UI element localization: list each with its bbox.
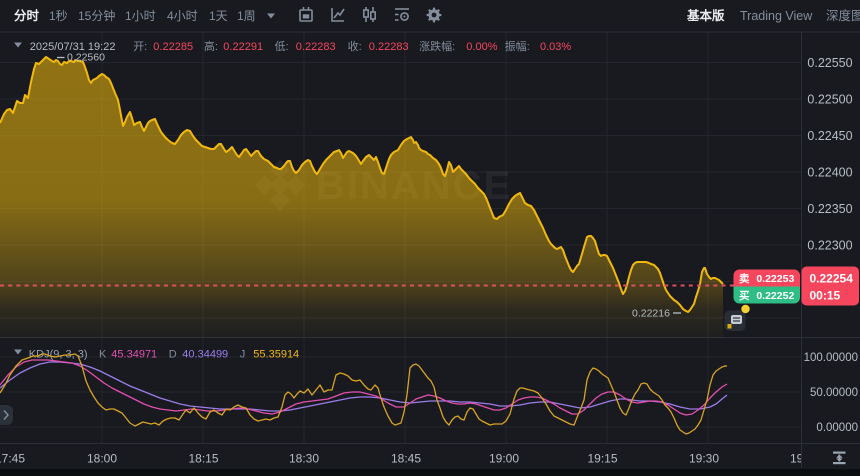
svg-text:18:15: 18:15 [188, 452, 218, 466]
svg-text:0.22550: 0.22550 [807, 56, 852, 70]
svg-text:K: K [99, 349, 107, 361]
svg-text:100.00000: 100.00000 [804, 352, 858, 364]
svg-text:J: J [240, 349, 246, 361]
svg-text:收:: 收: [348, 39, 362, 53]
svg-text:19:00: 19:00 [489, 452, 519, 466]
svg-text:KDJ(9, 3, 3): KDJ(9, 3, 3) [29, 349, 88, 361]
svg-text:1秒: 1秒 [49, 9, 68, 23]
svg-text:40.34499: 40.34499 [182, 349, 228, 361]
svg-text:1小时: 1小时 [125, 9, 156, 23]
svg-text:0.22400: 0.22400 [807, 166, 852, 180]
svg-text:4小时: 4小时 [167, 9, 198, 23]
svg-text:0.22300: 0.22300 [807, 239, 852, 253]
svg-text:0.22253: 0.22253 [756, 273, 794, 285]
svg-text:0.22350: 0.22350 [807, 202, 852, 216]
svg-text:D: D [169, 349, 177, 361]
svg-text:0.03%: 0.03% [540, 41, 571, 53]
svg-text:振幅:: 振幅: [505, 39, 530, 53]
svg-text:0.22252: 0.22252 [756, 290, 794, 302]
svg-text:55.35914: 55.35914 [253, 349, 299, 361]
svg-text:0.22285: 0.22285 [153, 41, 193, 53]
svg-text:15分钟: 15分钟 [78, 8, 115, 23]
svg-text:18:30: 18:30 [289, 452, 319, 466]
svg-text:19:15: 19:15 [587, 452, 617, 466]
svg-text:0.00%: 0.00% [466, 41, 497, 53]
svg-text:18:00: 18:00 [87, 452, 117, 466]
svg-text:基本版: 基本版 [686, 8, 725, 23]
svg-text:Trading View: Trading View [740, 9, 813, 23]
svg-text:19:30: 19:30 [689, 452, 719, 466]
svg-text:18:45: 18:45 [391, 452, 421, 466]
svg-text:涨跌幅:: 涨跌幅: [419, 39, 455, 53]
svg-text:0.22283: 0.22283 [296, 41, 336, 53]
svg-text:深度图: 深度图 [826, 8, 860, 23]
svg-text:0.22500: 0.22500 [807, 93, 852, 107]
svg-text:0.22283: 0.22283 [369, 41, 409, 53]
svg-text:低:: 低: [275, 40, 289, 53]
svg-text:0.22216: 0.22216 [632, 308, 670, 320]
svg-text:45.34971: 45.34971 [111, 349, 157, 361]
svg-text:卖: 卖 [739, 272, 750, 285]
svg-text:00:15: 00:15 [810, 289, 841, 303]
svg-text:50.00000: 50.00000 [810, 387, 858, 399]
svg-text:0.22254: 0.22254 [810, 272, 854, 286]
svg-text:分时: 分时 [14, 8, 40, 23]
svg-text:1周: 1周 [237, 9, 256, 23]
svg-text:开:: 开: [133, 41, 147, 53]
svg-text:高:: 高: [204, 39, 218, 53]
svg-text:19:45: 19:45 [790, 452, 820, 466]
svg-text:0.00000: 0.00000 [816, 422, 858, 434]
svg-text:0.22560: 0.22560 [67, 52, 105, 64]
svg-text:0.22291: 0.22291 [223, 41, 263, 53]
svg-text:17:45: 17:45 [0, 452, 25, 466]
svg-text:0.22450: 0.22450 [807, 129, 852, 143]
svg-text:买: 买 [739, 290, 750, 302]
svg-text:2025/07/31 19:22: 2025/07/31 19:22 [30, 41, 116, 53]
svg-text:1天: 1天 [209, 9, 228, 23]
